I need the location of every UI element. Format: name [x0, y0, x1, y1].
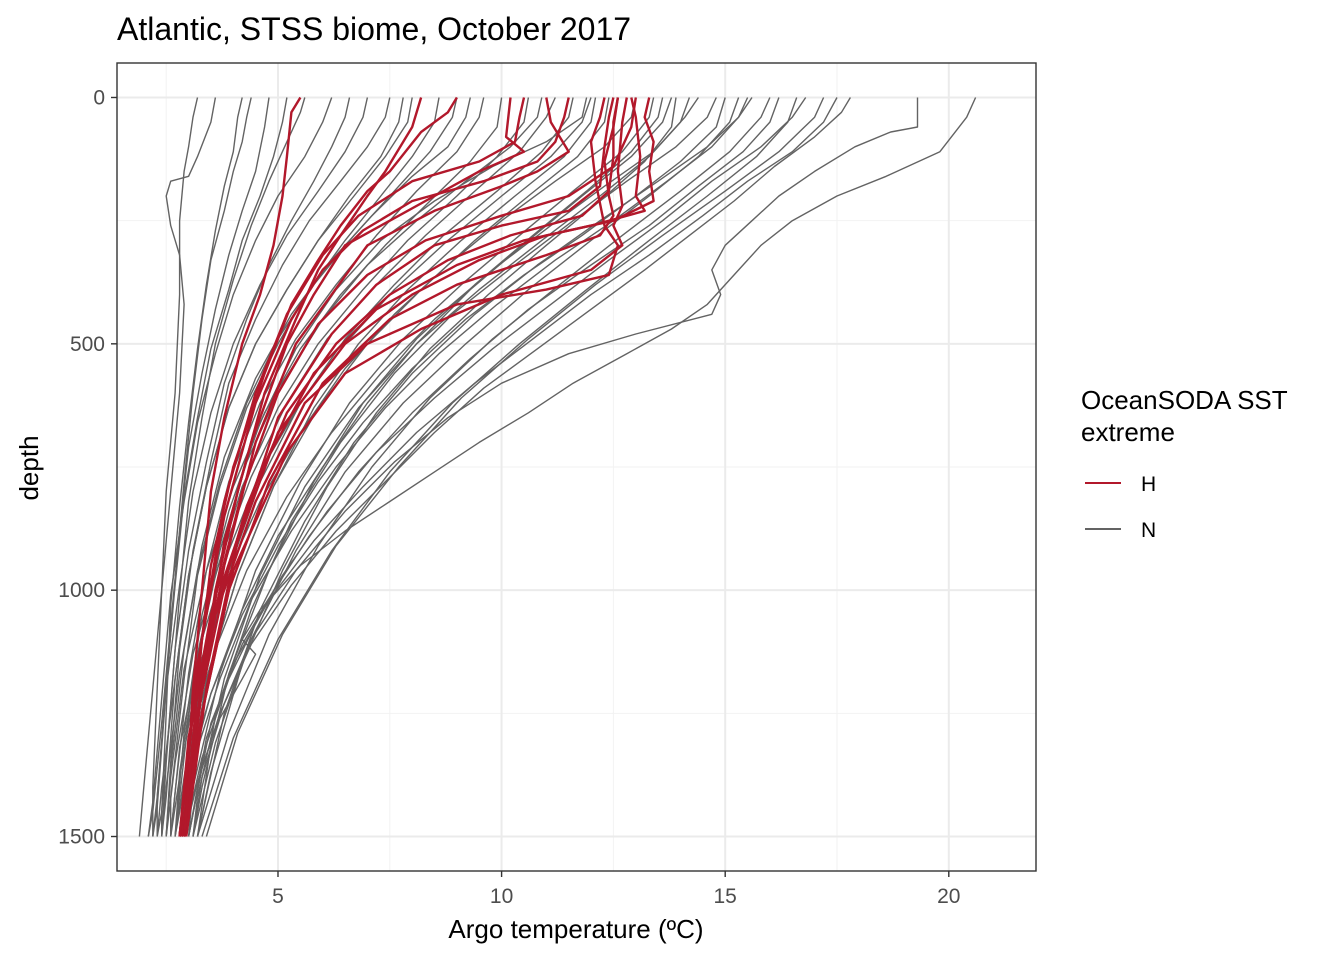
- profile-line-n: [183, 97, 597, 837]
- x-tick-label: 10: [490, 885, 513, 908]
- profile-line-n: [192, 97, 664, 837]
- x-axis-title: Argo temperature (ºC): [448, 914, 703, 944]
- profile-line-h: [180, 97, 620, 837]
- x-tick-label: 20: [937, 885, 960, 908]
- x-tick-label: 15: [714, 885, 737, 908]
- y-axis-title: depth: [14, 435, 44, 500]
- series-h-group: [178, 96, 655, 837]
- profile-line-n: [201, 97, 798, 837]
- profile-line-n: [192, 97, 977, 837]
- profile-line-h: [182, 97, 620, 837]
- profile-line-h: [182, 97, 628, 837]
- legend: OceanSODA SST extreme H N: [1081, 385, 1288, 542]
- profile-line-n: [174, 97, 699, 837]
- legend-label-n: N: [1141, 519, 1156, 542]
- profile-line-n: [187, 97, 919, 837]
- profile-line-n: [196, 97, 677, 837]
- profile-line-n: [147, 97, 333, 837]
- y-tick-label: 1000: [58, 579, 105, 602]
- plot-border: [116, 62, 1037, 872]
- profile-line-n: [161, 97, 351, 837]
- y-tick-label: 1500: [58, 826, 105, 849]
- profile-line-n: [170, 97, 485, 837]
- profile-line-h: [182, 97, 620, 837]
- profile-line-h: [182, 97, 526, 837]
- y-tick-label: 500: [70, 333, 105, 356]
- y-tick-label: 0: [93, 86, 105, 109]
- profile-line-n: [165, 97, 471, 837]
- profile-line-n: [196, 97, 771, 837]
- profile-line-n: [196, 97, 749, 837]
- profile-line-n: [205, 97, 825, 837]
- chart-title: Atlantic, STSS biome, October 2017: [117, 11, 631, 47]
- profile-line-n: [183, 97, 780, 837]
- legend-label-h: H: [1141, 473, 1156, 496]
- profile-line-n: [156, 97, 243, 837]
- legend-title-line2: extreme: [1081, 417, 1175, 447]
- profile-line-n: [152, 97, 252, 837]
- profile-line-n: [161, 97, 404, 837]
- profile-line-h: [178, 96, 458, 837]
- profile-line-n: [196, 97, 717, 837]
- x-tick-label: 5: [272, 885, 284, 908]
- profile-line-h: [178, 97, 570, 837]
- profile-line-n: [169, 97, 440, 837]
- profile-line-h: [182, 97, 526, 837]
- legend-title-line1: OceanSODA SST: [1081, 385, 1288, 415]
- profile-line-n: [174, 97, 673, 837]
- x-axis: 5 10 15 20: [272, 871, 960, 908]
- y-axis: 0 500 1000 1500: [58, 86, 117, 849]
- profile-line-h: [182, 96, 302, 837]
- profile-line-n: [147, 97, 270, 837]
- profile-line-n: [152, 97, 199, 837]
- profile-line-n: [192, 97, 740, 837]
- plot-area: [116, 62, 1037, 872]
- profile-line-h: [178, 97, 637, 837]
- profile-line-n: [165, 97, 503, 837]
